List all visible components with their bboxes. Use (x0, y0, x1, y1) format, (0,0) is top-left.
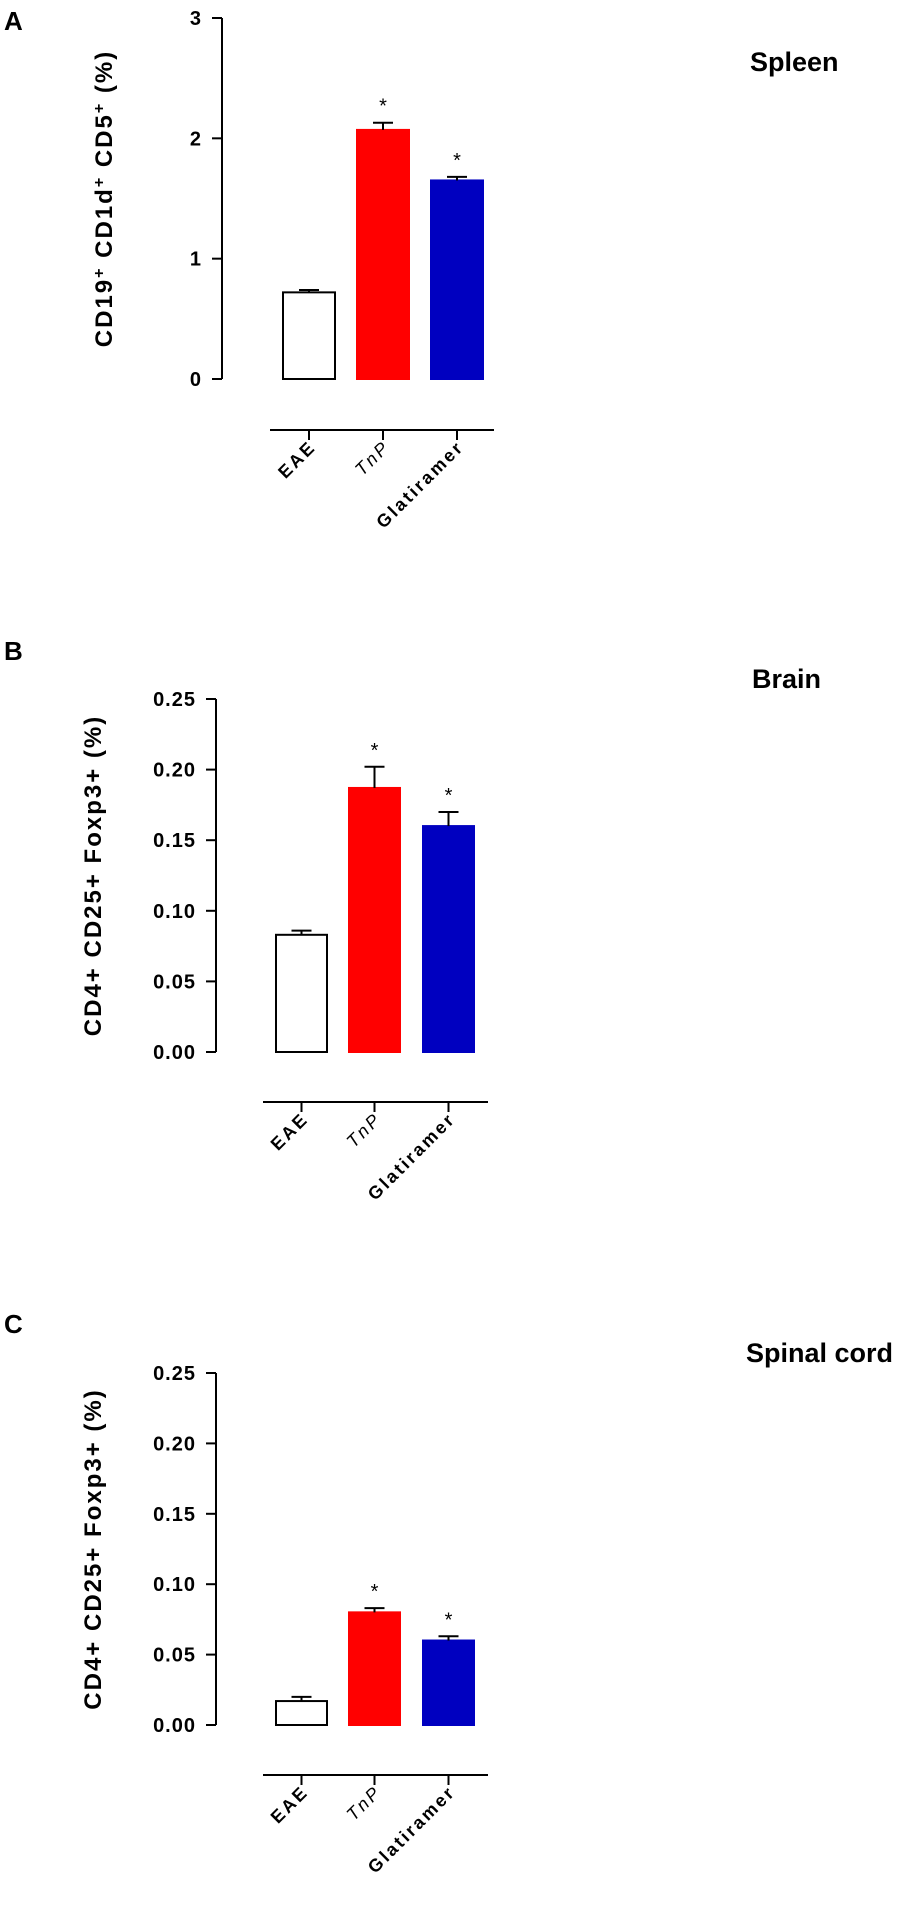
y-tick-label: 0.25 (153, 689, 196, 711)
y-axis-label: CD4+ CD25+ Foxp3+ (%) (80, 715, 107, 1036)
significance-marker: * (453, 150, 461, 172)
significance-marker: * (445, 1609, 453, 1631)
y-axis-label-part: (%) (91, 50, 118, 102)
y-tick-label: 0.20 (153, 760, 196, 782)
y-tick-label: 0.00 (153, 1715, 196, 1737)
panel-title: Spinal cord (746, 1338, 893, 1368)
y-tick-label: 0.20 (153, 1433, 196, 1455)
y-axis-label: CD19+ CD1d+ CD5+ (%) (91, 50, 119, 347)
significance-marker: * (379, 96, 387, 118)
panel-letter: A (4, 6, 23, 36)
y-axis-label: CD4+ CD25+ Foxp3+ (%) (80, 1388, 107, 1709)
y-tick-label: 3 (190, 8, 202, 30)
y-axis-label-superscript: + (91, 267, 108, 278)
significance-marker: * (445, 785, 453, 807)
bar-tnp (348, 1611, 401, 1726)
bar-tnp (356, 128, 410, 380)
y-axis-label-superscript: + (91, 176, 108, 187)
y-tick-label: 0.05 (153, 1645, 196, 1667)
panel-title: Spleen (750, 47, 839, 77)
y-axis-label-part: CD19 (91, 278, 118, 347)
y-axis-label-part: CD1d (91, 187, 118, 266)
panel-letter: B (4, 636, 23, 666)
y-tick-label: 0.00 (153, 1042, 196, 1064)
y-tick-label: 0.25 (153, 1363, 196, 1385)
y-tick-label: 2 (190, 128, 202, 150)
bar-eae (282, 291, 336, 380)
panel-letter: C (4, 1309, 23, 1339)
significance-marker: * (371, 740, 379, 762)
chart-panel-b: B Brain 0.00 0.05 0.10 0.15 0.20 0.25 CD4+ CD25+… (4, 636, 821, 1204)
y-tick-label: 0.15 (153, 830, 196, 852)
x-tick-label: EAE (274, 437, 320, 483)
bar-eae (275, 933, 328, 1054)
x-tick-label: TnP (343, 1109, 386, 1152)
y-tick-label: 1 (190, 249, 202, 271)
y-tick-label: 0.10 (153, 901, 196, 923)
x-tick-label: EAE (267, 1782, 313, 1828)
x-tick-label: TnP (343, 1782, 386, 1825)
y-axis-label-part: CD5 (91, 113, 118, 176)
bar-glatiramer (422, 1639, 475, 1727)
bar-eae (275, 1700, 328, 1726)
x-tick-label: TnP (351, 437, 394, 480)
x-tick-label: EAE (267, 1109, 313, 1155)
bar-glatiramer (422, 825, 475, 1054)
y-tick-label: 0 (190, 369, 202, 391)
chart-panel-c: C Spinal cord 0.00 0.05 0.10 0.15 0.20 0.25 CD4+… (4, 1309, 893, 1877)
y-axis-label-superscript: + (91, 102, 108, 113)
y-tick-label: 0.10 (153, 1574, 196, 1596)
y-tick-label: 0.05 (153, 971, 196, 993)
bar-tnp (348, 786, 401, 1053)
panel-title: Brain (752, 664, 821, 694)
bar-glatiramer (430, 179, 484, 380)
significance-marker: * (371, 1581, 379, 1603)
y-tick-label: 0.15 (153, 1504, 196, 1526)
